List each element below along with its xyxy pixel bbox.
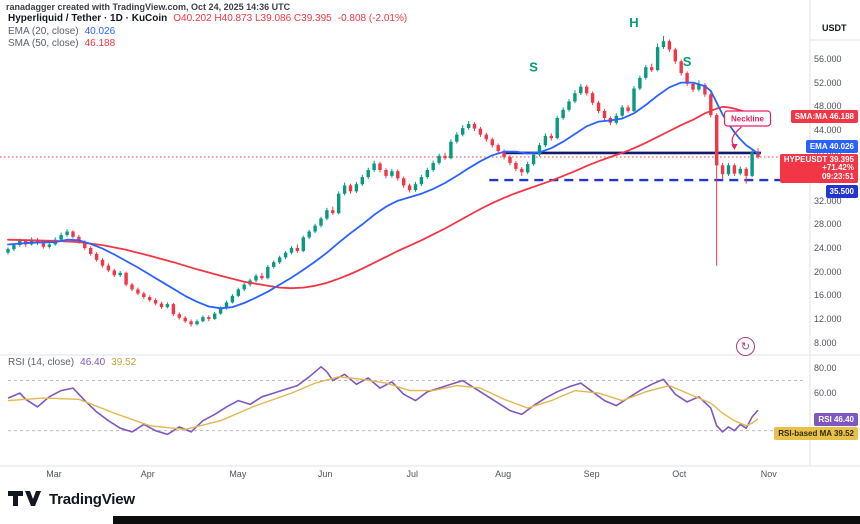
sma-line[interactable] xyxy=(7,105,759,290)
ema-legend-label: EMA (20, close) xyxy=(8,26,79,37)
sma-price-label: SMA:MA 46.188 xyxy=(790,110,858,124)
price-axis-tick: 8.000 xyxy=(814,337,837,348)
sma-legend-label: SMA (50, close) xyxy=(8,38,79,49)
month-label-Apr: Apr xyxy=(140,469,155,479)
refresh-timer-icon[interactable]: ↻ xyxy=(736,337,755,356)
bottom-bar xyxy=(113,516,860,524)
rsi-legend-label: RSI (14, close) xyxy=(8,357,75,368)
pattern-label-S[interactable]: S xyxy=(529,59,538,74)
rsi-legend[interactable]: RSI (14, close) 46.40 39.52 xyxy=(8,357,136,368)
month-label-Jul: Jul xyxy=(406,469,418,479)
price-axis-unit: USDT xyxy=(822,23,847,33)
month-label-Nov: Nov xyxy=(760,469,777,479)
support-price-label: 35.500 xyxy=(825,185,858,199)
month-label-Aug: Aug xyxy=(495,469,512,479)
neckline-callout-box[interactable] xyxy=(723,110,772,127)
rsi-series-main[interactable] xyxy=(7,365,759,436)
symbol-legend[interactable]: Hyperliquid / Tether · 1D · KuCoin O40.2… xyxy=(8,13,407,24)
rsi-axis-tick: 60.00 xyxy=(814,388,837,399)
price-axis-tick: 32.000 xyxy=(814,195,842,206)
month-label-Oct: Oct xyxy=(672,469,687,479)
tradingview-logo-text: TradingView xyxy=(49,491,135,508)
neckline-callout-arrowhead xyxy=(731,143,738,150)
rsi-value-label: RSI 46.40 xyxy=(814,412,858,426)
price-axis-tick: 20.000 xyxy=(814,266,842,277)
price-axis-tick: 40.000 xyxy=(814,148,842,158)
pane-separators xyxy=(0,0,860,467)
neckline-callout-text: Neckline xyxy=(731,114,764,123)
rsi-series-ma[interactable] xyxy=(7,376,759,431)
sma-legend-value: 46.188 xyxy=(84,38,116,49)
price-axis-tick: 44.000 xyxy=(814,124,842,135)
ema-price-label: EMA 40.026 xyxy=(805,139,858,153)
rsi-axis-tick: 80.00 xyxy=(814,363,837,374)
symbol-title[interactable]: Hyperliquid / Tether · 1D · KuCoin xyxy=(8,13,168,24)
tradingview-logo-icon xyxy=(8,491,41,506)
month-label-May: May xyxy=(229,469,247,479)
month-label-Jun: Jun xyxy=(317,469,333,479)
ema-legend-value: 40.026 xyxy=(84,26,116,37)
price-axis-tick: 16.000 xyxy=(814,290,842,301)
pattern-label-S[interactable]: S xyxy=(683,54,692,69)
price-axis-tick: 24.000 xyxy=(814,243,842,253)
rsi-ma-legend-value: 39.52 xyxy=(111,357,137,368)
tradingview-logo[interactable]: TradingView xyxy=(8,491,135,508)
price-axis-tick: 12.000 xyxy=(814,313,842,324)
ema-legend[interactable]: EMA (20, close) 40.026 xyxy=(8,26,115,37)
month-label-Mar: Mar xyxy=(46,469,62,479)
sma-legend[interactable]: SMA (50, close) 46.188 xyxy=(8,38,115,49)
price-axis-tick: 48.000 xyxy=(814,101,842,112)
ema-line[interactable] xyxy=(7,81,759,310)
price-axis-tick: 52.000 xyxy=(814,77,842,88)
price-axis-tick: 28.000 xyxy=(814,219,842,230)
price-axis-tick: 56.000 xyxy=(814,53,842,64)
ohlc-values: O40.202 H40.873 L39.086 C39.395 xyxy=(173,13,332,24)
attribution-text: ranadagger created with TradingView.com,… xyxy=(6,2,291,12)
change-value: -0.808 (-2.01%) xyxy=(337,13,408,24)
pattern-label-H[interactable]: H xyxy=(629,15,638,30)
rsi-ma-value-label: RSI-based MA 39.52 xyxy=(774,426,858,440)
rsi-legend-value: 46.40 xyxy=(80,357,106,368)
symbol-price-label: HYPEUSDT 39.395 +71.42% 09:23:51 xyxy=(779,153,858,184)
month-label-Sep: Sep xyxy=(583,469,600,479)
